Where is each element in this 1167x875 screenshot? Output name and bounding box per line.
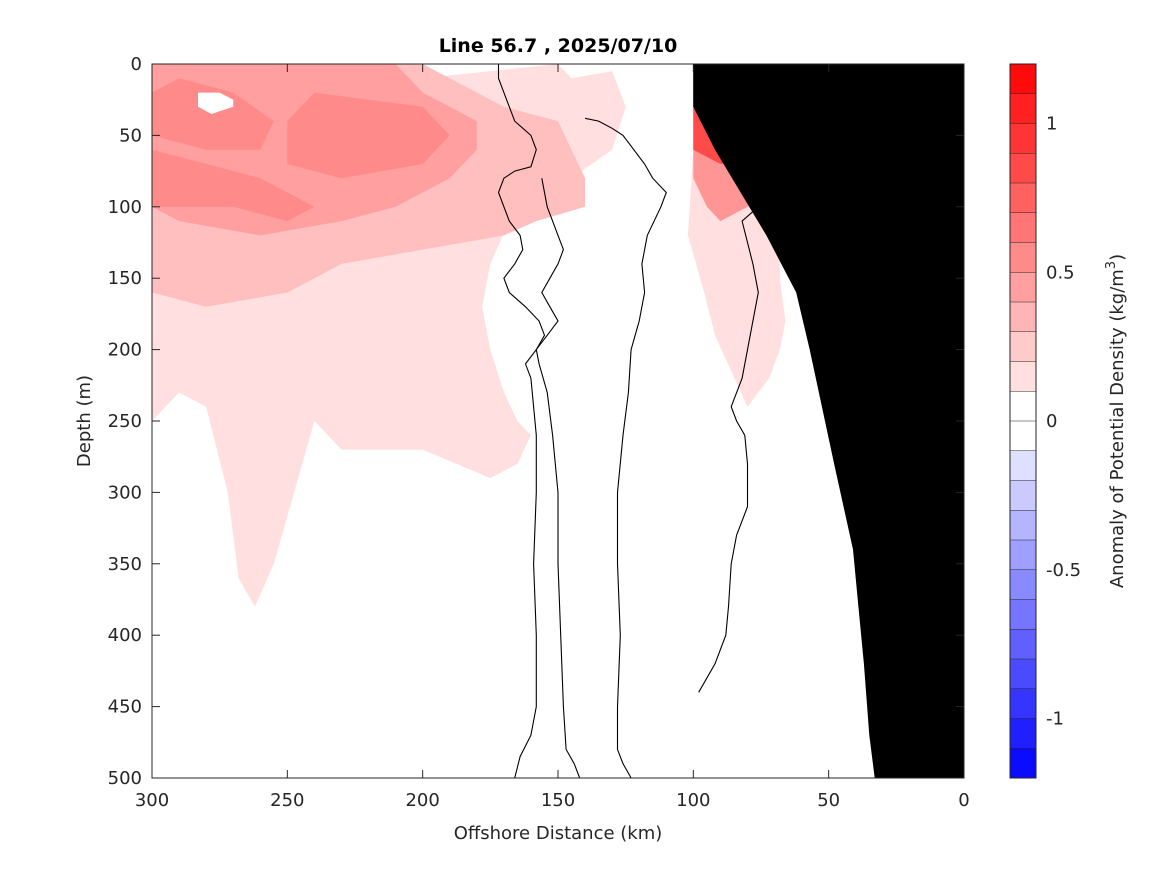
y-tick-label: 350 xyxy=(108,554,142,575)
colorbar-swatch xyxy=(1010,569,1036,600)
zero-contour-2 xyxy=(535,178,581,779)
colorbar-swatch xyxy=(1010,361,1036,392)
bathymetry-layer xyxy=(693,64,964,778)
colorbar-swatch xyxy=(1010,480,1036,511)
colorbar-swatch xyxy=(1010,331,1036,362)
colorbar-label-end: ) xyxy=(1107,254,1128,261)
y-tick-label: 300 xyxy=(108,482,142,503)
colorbar-swatch xyxy=(1010,510,1036,541)
y-tick-label: 0 xyxy=(131,54,142,75)
colorbar-swatch xyxy=(1010,212,1036,243)
anomaly-region-offshore-positive-peak-a xyxy=(287,92,450,179)
colorbar-tick-label: -0.5 xyxy=(1046,560,1081,581)
anomaly-region-offshore-positive-peak-b xyxy=(152,78,274,150)
zero-contour-1 xyxy=(497,64,546,779)
colorbar-label-main: Anomaly of Potential Density (kg/m xyxy=(1107,269,1128,588)
colorbar-swatch xyxy=(1010,599,1036,630)
y-tick-label: 450 xyxy=(108,697,142,718)
x-tick-label: 200 xyxy=(405,790,439,811)
colorbar-swatch xyxy=(1010,93,1036,124)
x-axis-label: Offshore Distance (km) xyxy=(454,823,663,844)
y-tick-label: 100 xyxy=(108,197,142,218)
colorbar-swatch xyxy=(1010,272,1036,303)
seafloor-shelf xyxy=(693,64,964,778)
colorbar: 1 0.5 0 -0.5 -1 Anomaly of Potential Density… xyxy=(1009,63,1128,779)
colorbar-swatch xyxy=(1010,123,1036,154)
colorbar-swatches xyxy=(1010,63,1036,779)
colorbar-swatch xyxy=(1010,64,1036,95)
x-tick-label: 250 xyxy=(270,790,304,811)
y-tick-label: 150 xyxy=(108,268,142,289)
x-tick-label: 300 xyxy=(135,790,169,811)
colorbar-swatch xyxy=(1010,421,1036,452)
colorbar-swatch xyxy=(1010,391,1036,422)
y-tick-label: 250 xyxy=(108,411,142,432)
colorbar-swatch xyxy=(1010,748,1036,779)
colorbar-swatch xyxy=(1010,659,1036,690)
y-axis: 0 50 100 150 200 250 300 350 400 450 500 xyxy=(108,54,964,789)
anomaly-region-offshore-positive-peak-c xyxy=(152,149,315,222)
colorbar-swatch xyxy=(1010,629,1036,660)
colorbar-swatch xyxy=(1010,688,1036,719)
x-tick-label: 150 xyxy=(541,790,575,811)
x-axis: 300 250 200 150 100 50 0 xyxy=(135,64,970,811)
colorbar-swatch xyxy=(1010,183,1036,214)
colorbar-swatch xyxy=(1010,153,1036,184)
colorbar-frame xyxy=(1009,63,1037,779)
anomaly-region-offshore-zero-patch xyxy=(198,92,234,114)
colorbar-tick-label: 1 xyxy=(1046,114,1057,135)
colorbar-swatch xyxy=(1010,242,1036,273)
x-tick-label: 100 xyxy=(676,790,710,811)
colorbar-tick-label: 0.5 xyxy=(1046,262,1075,283)
y-tick-label: 500 xyxy=(108,768,142,789)
plot-area xyxy=(151,63,965,779)
zero-contour-3 xyxy=(584,117,667,779)
colorbar-swatch xyxy=(1010,450,1036,481)
colorbar-ticks: 1 0.5 0 -0.5 -1 xyxy=(1046,114,1081,730)
colorbar-swatch xyxy=(1010,302,1036,333)
colorbar-swatch xyxy=(1010,718,1036,749)
y-tick-label: 400 xyxy=(108,625,142,646)
y-axis-label: Depth (m) xyxy=(74,375,95,467)
colorbar-label: Anomaly of Potential Density (kg/m3) xyxy=(1104,254,1128,588)
colorbar-tick-label: -1 xyxy=(1046,709,1064,730)
x-tick-label: 0 xyxy=(958,790,969,811)
x-tick-label: 50 xyxy=(817,790,840,811)
colorbar-tick-label: 0 xyxy=(1046,411,1057,432)
colorbar-swatch xyxy=(1010,540,1036,571)
y-tick-label: 50 xyxy=(119,125,142,146)
y-tick-label: 200 xyxy=(108,340,142,361)
colorbar-label-exponent: 3 xyxy=(1104,261,1119,269)
chart-title: Line 56.7 , 2025/07/10 xyxy=(439,35,678,57)
